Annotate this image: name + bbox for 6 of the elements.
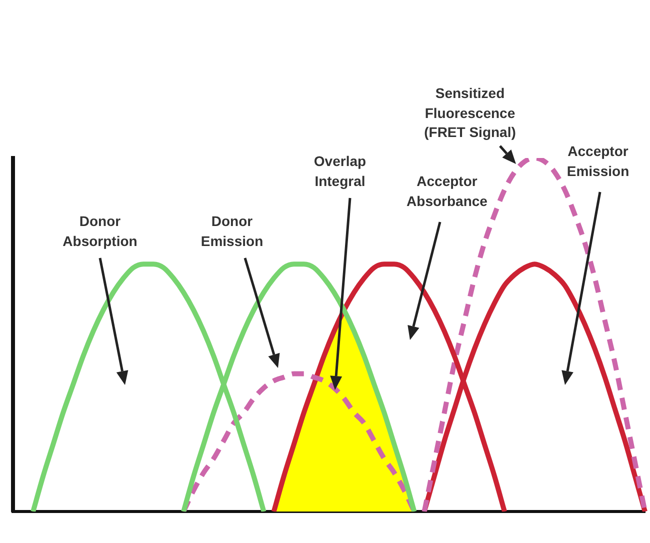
series-label: Sensitized Fluorescence (FRET Signal) bbox=[423, 84, 517, 142]
text: Acceptor Absorbance bbox=[406, 172, 488, 211]
series-label: Donor Absorption bbox=[62, 212, 138, 251]
text: Acceptor Emission bbox=[566, 142, 630, 181]
series-label: Donor Emission bbox=[200, 212, 264, 251]
text: Overlap Integral bbox=[312, 152, 368, 191]
